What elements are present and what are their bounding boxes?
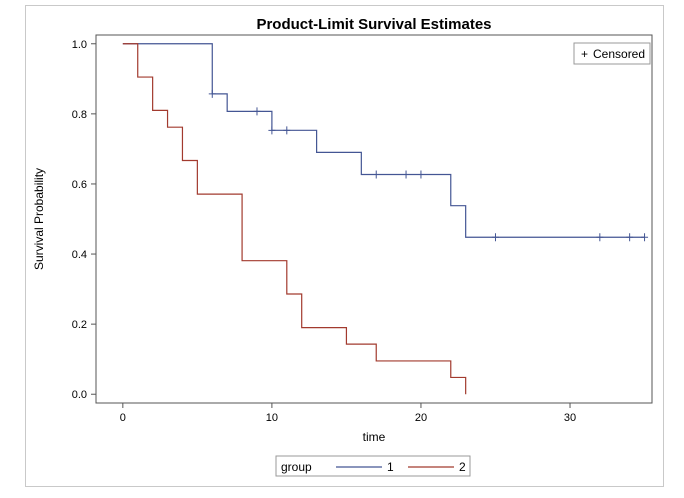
survival-chart: Product-Limit Survival Estimates 0 10 20 30… (32, 16, 653, 477)
x-axis: 0 10 20 30 (120, 403, 576, 424)
censored-mark-group-1 (626, 233, 634, 242)
y-tick-label: 0.8 (72, 109, 87, 121)
y-tick-label: 1.0 (72, 39, 87, 51)
x-tick-label: 10 (266, 412, 278, 424)
x-tick-label: 0 (120, 412, 126, 424)
group-legend: group 1 2 (275, 455, 471, 477)
censored-mark-group-1 (268, 126, 276, 135)
x-axis-label: time (363, 430, 386, 444)
y-tick-label: 0.0 (72, 389, 87, 401)
y-axis-label: Survival Probability (32, 168, 46, 270)
censored-mark-group-1 (253, 107, 261, 116)
censored-mark-group-1 (402, 170, 410, 179)
plot-area (95, 34, 653, 404)
group-legend-box (275, 455, 471, 477)
series-layer (122, 43, 649, 395)
censored-mark-group-1 (208, 89, 216, 98)
censored-legend: + Censored (573, 42, 651, 65)
censored-mark-group-1 (283, 126, 291, 135)
y-tick-label: 0.6 (72, 179, 87, 191)
censored-mark-group-1 (491, 233, 499, 242)
x-tick-label: 20 (415, 412, 427, 424)
survival-curve-group-2 (122, 43, 467, 395)
survival-curve-group-1 (122, 43, 645, 238)
group-legend-title: group (281, 460, 312, 474)
y-tick-label: 0.2 (72, 319, 87, 331)
censored-legend-symbol: + (581, 47, 588, 61)
chart-frame: Product-Limit Survival Estimates 0 10 20 30… (25, 5, 664, 487)
censored-mark-group-1 (641, 233, 649, 242)
censored-mark-group-1 (417, 170, 425, 179)
legend-label-group-1: 1 (387, 460, 394, 474)
chart-title: Product-Limit Survival Estimates (256, 16, 491, 33)
legend-label-group-2: 2 (459, 460, 466, 474)
censored-mark-group-1 (372, 170, 380, 179)
censored-mark-group-1 (596, 233, 604, 242)
y-tick-label: 0.4 (72, 249, 87, 261)
censored-legend-box (573, 42, 651, 65)
y-axis: 0.0 0.2 0.4 0.6 0.8 1.0 (72, 39, 96, 401)
x-tick-label: 30 (564, 412, 576, 424)
censored-legend-label: Censored (593, 47, 645, 61)
